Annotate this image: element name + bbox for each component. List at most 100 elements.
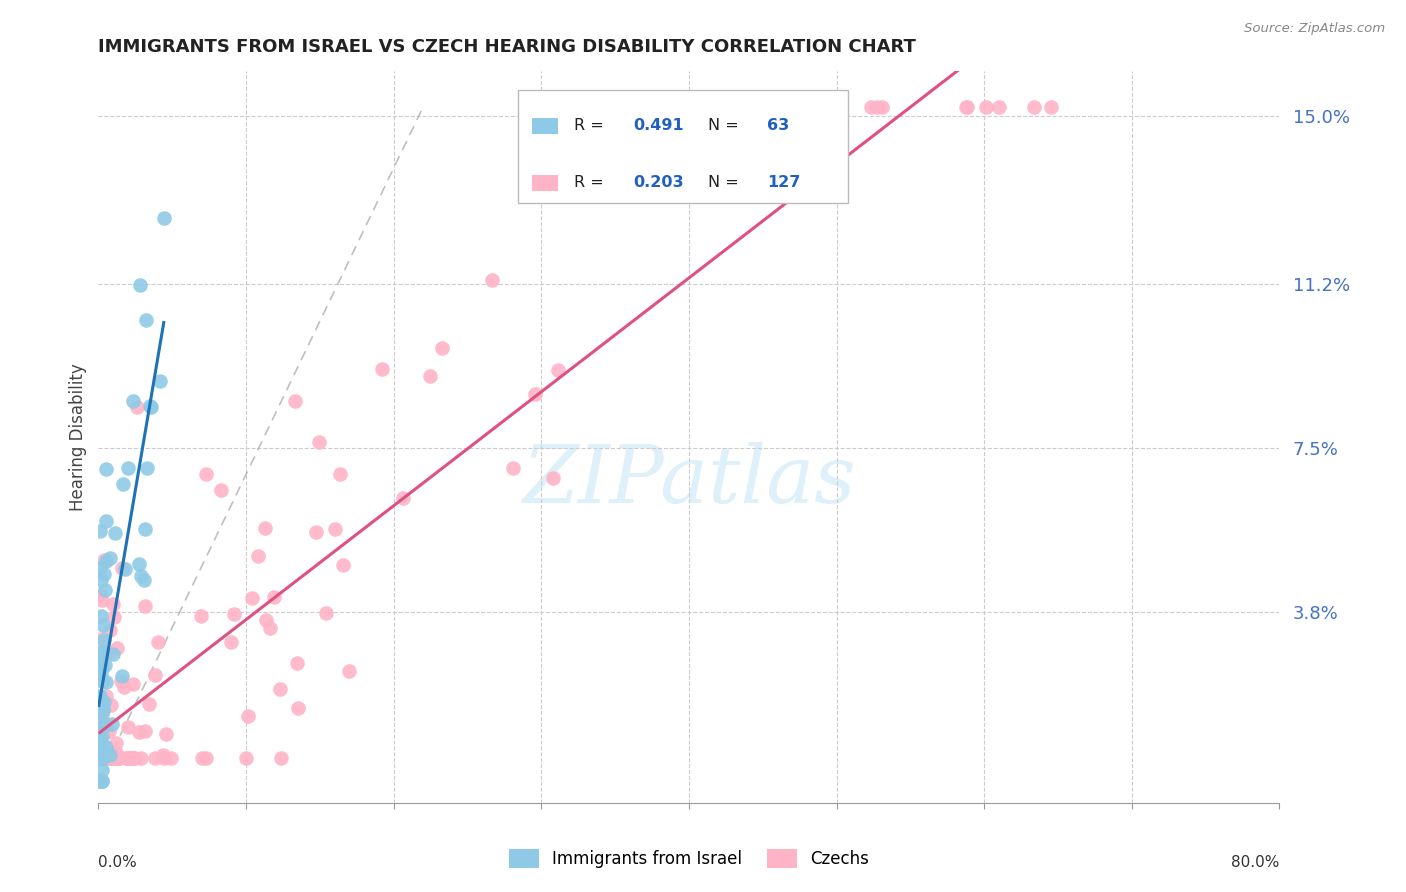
Point <box>120 751 142 765</box>
Point <box>89 690 111 704</box>
Text: IMMIGRANTS FROM ISRAEL VS CZECH HEARING DISABILITY CORRELATION CHART: IMMIGRANTS FROM ISRAEL VS CZECH HEARING … <box>98 38 917 56</box>
Point <box>134 573 156 587</box>
Point <box>93 567 115 582</box>
Bar <box>531 175 558 191</box>
Point <box>148 635 170 649</box>
Text: 0.491: 0.491 <box>634 119 685 134</box>
Point <box>89 652 111 666</box>
Point <box>219 634 242 648</box>
Point <box>94 675 117 690</box>
Point <box>90 773 112 788</box>
Point <box>94 751 117 765</box>
Point <box>89 773 111 788</box>
Point <box>195 751 218 765</box>
Point <box>96 553 118 567</box>
Point <box>93 695 115 709</box>
Point <box>90 730 112 744</box>
Point <box>87 773 110 788</box>
Text: N =: N = <box>707 175 744 190</box>
Point <box>287 701 309 715</box>
Point <box>89 751 111 765</box>
Point <box>93 746 115 760</box>
Point <box>110 561 132 575</box>
Point <box>543 470 565 484</box>
Point <box>159 751 181 765</box>
Point <box>135 461 157 475</box>
Point <box>107 751 129 765</box>
Point <box>139 401 162 415</box>
Y-axis label: Hearing Disability: Hearing Disability <box>69 363 87 511</box>
Point <box>332 558 354 573</box>
Point <box>111 669 134 683</box>
Point <box>89 653 111 667</box>
Point <box>866 100 889 114</box>
Point <box>94 740 117 755</box>
Point <box>138 697 160 711</box>
Point <box>728 100 751 114</box>
Point <box>90 751 112 765</box>
Point <box>89 751 111 765</box>
Text: ZIPatlas: ZIPatlas <box>522 442 856 520</box>
Point <box>619 171 641 186</box>
Point <box>122 677 145 691</box>
Point <box>90 773 112 788</box>
Point <box>90 773 112 788</box>
Point <box>91 773 114 788</box>
Point <box>253 521 276 535</box>
Point <box>91 617 114 632</box>
Point <box>547 363 569 377</box>
Point <box>152 748 174 763</box>
Point <box>976 100 998 114</box>
Point <box>134 723 156 738</box>
Point <box>101 647 124 661</box>
Point <box>98 550 121 565</box>
Point <box>240 591 263 605</box>
Point <box>90 715 112 730</box>
Point <box>100 716 122 731</box>
Point <box>263 590 285 604</box>
Point <box>91 751 114 765</box>
Point <box>90 763 112 777</box>
Point <box>259 621 281 635</box>
Point <box>128 557 150 571</box>
Point <box>90 751 112 765</box>
Point <box>392 491 415 505</box>
Point <box>1024 100 1046 114</box>
Point <box>91 661 114 675</box>
Point <box>90 773 112 788</box>
Point <box>87 730 110 744</box>
Point <box>101 597 124 611</box>
Point <box>143 668 166 682</box>
Point <box>93 751 115 765</box>
Point <box>124 751 146 765</box>
Point <box>90 751 112 765</box>
Point <box>112 680 135 694</box>
Point <box>90 667 112 681</box>
Point <box>860 100 883 114</box>
Point <box>129 751 152 765</box>
Point <box>152 211 174 225</box>
Point <box>238 708 260 723</box>
Point <box>104 736 127 750</box>
Point <box>108 751 131 765</box>
Point <box>100 698 122 712</box>
Legend: Immigrants from Israel, Czechs: Immigrants from Israel, Czechs <box>502 842 876 875</box>
Point <box>90 674 112 689</box>
Point <box>90 752 112 766</box>
Point <box>89 524 111 538</box>
Point <box>98 751 121 765</box>
Point <box>89 751 111 765</box>
Point <box>284 394 307 409</box>
Point <box>103 751 125 765</box>
Point <box>93 719 115 733</box>
Point <box>90 645 112 659</box>
Point <box>90 746 112 760</box>
Point <box>91 703 114 717</box>
Point <box>270 751 292 765</box>
Point <box>91 703 114 717</box>
Text: Source: ZipAtlas.com: Source: ZipAtlas.com <box>1244 22 1385 36</box>
Point <box>155 726 177 740</box>
Point <box>955 100 977 114</box>
Point <box>247 549 270 564</box>
Point <box>134 522 156 536</box>
